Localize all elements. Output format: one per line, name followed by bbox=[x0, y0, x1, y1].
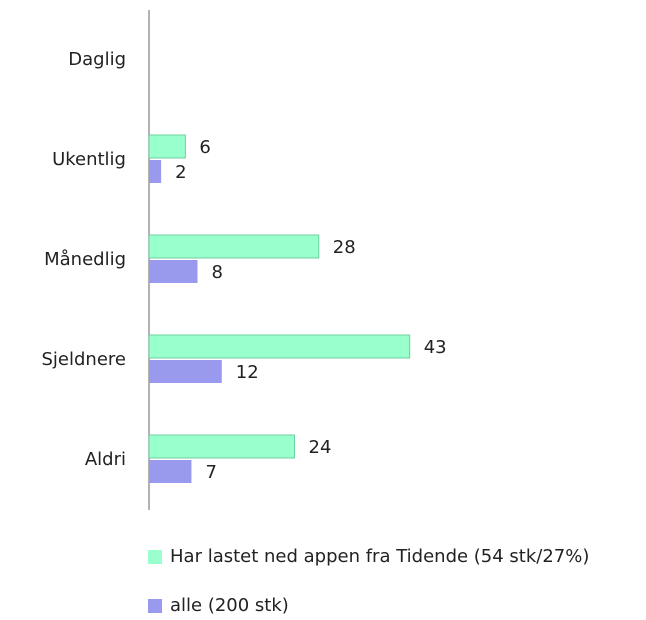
legend-swatch bbox=[148, 550, 162, 564]
y-tick-label: Månedlig bbox=[44, 249, 126, 270]
data-label: 43 bbox=[424, 337, 447, 358]
y-tick-label: Ukentlig bbox=[52, 149, 126, 170]
bar bbox=[149, 260, 198, 283]
bar bbox=[148, 334, 411, 359]
legend-label: Har lastet ned appen fra Tidende (54 stk… bbox=[170, 546, 589, 567]
data-label: 7 bbox=[205, 462, 216, 483]
bar bbox=[148, 234, 320, 259]
y-tick-label: Daglig bbox=[68, 49, 126, 70]
data-label: 8 bbox=[212, 262, 223, 283]
bar bbox=[149, 460, 192, 483]
y-tick-label: Aldri bbox=[85, 449, 126, 470]
bar bbox=[148, 434, 295, 459]
bar bbox=[149, 160, 162, 183]
y-tick-label: Sjeldnere bbox=[42, 349, 127, 370]
legend-swatch bbox=[148, 599, 162, 613]
legend-label: alle (200 stk) bbox=[170, 595, 289, 616]
data-label: 12 bbox=[236, 362, 259, 383]
bar bbox=[148, 134, 186, 159]
bar bbox=[149, 360, 222, 383]
data-label: 6 bbox=[199, 137, 210, 158]
data-label: 28 bbox=[333, 237, 356, 258]
data-label: 2 bbox=[175, 162, 186, 183]
data-label: 24 bbox=[309, 437, 332, 458]
